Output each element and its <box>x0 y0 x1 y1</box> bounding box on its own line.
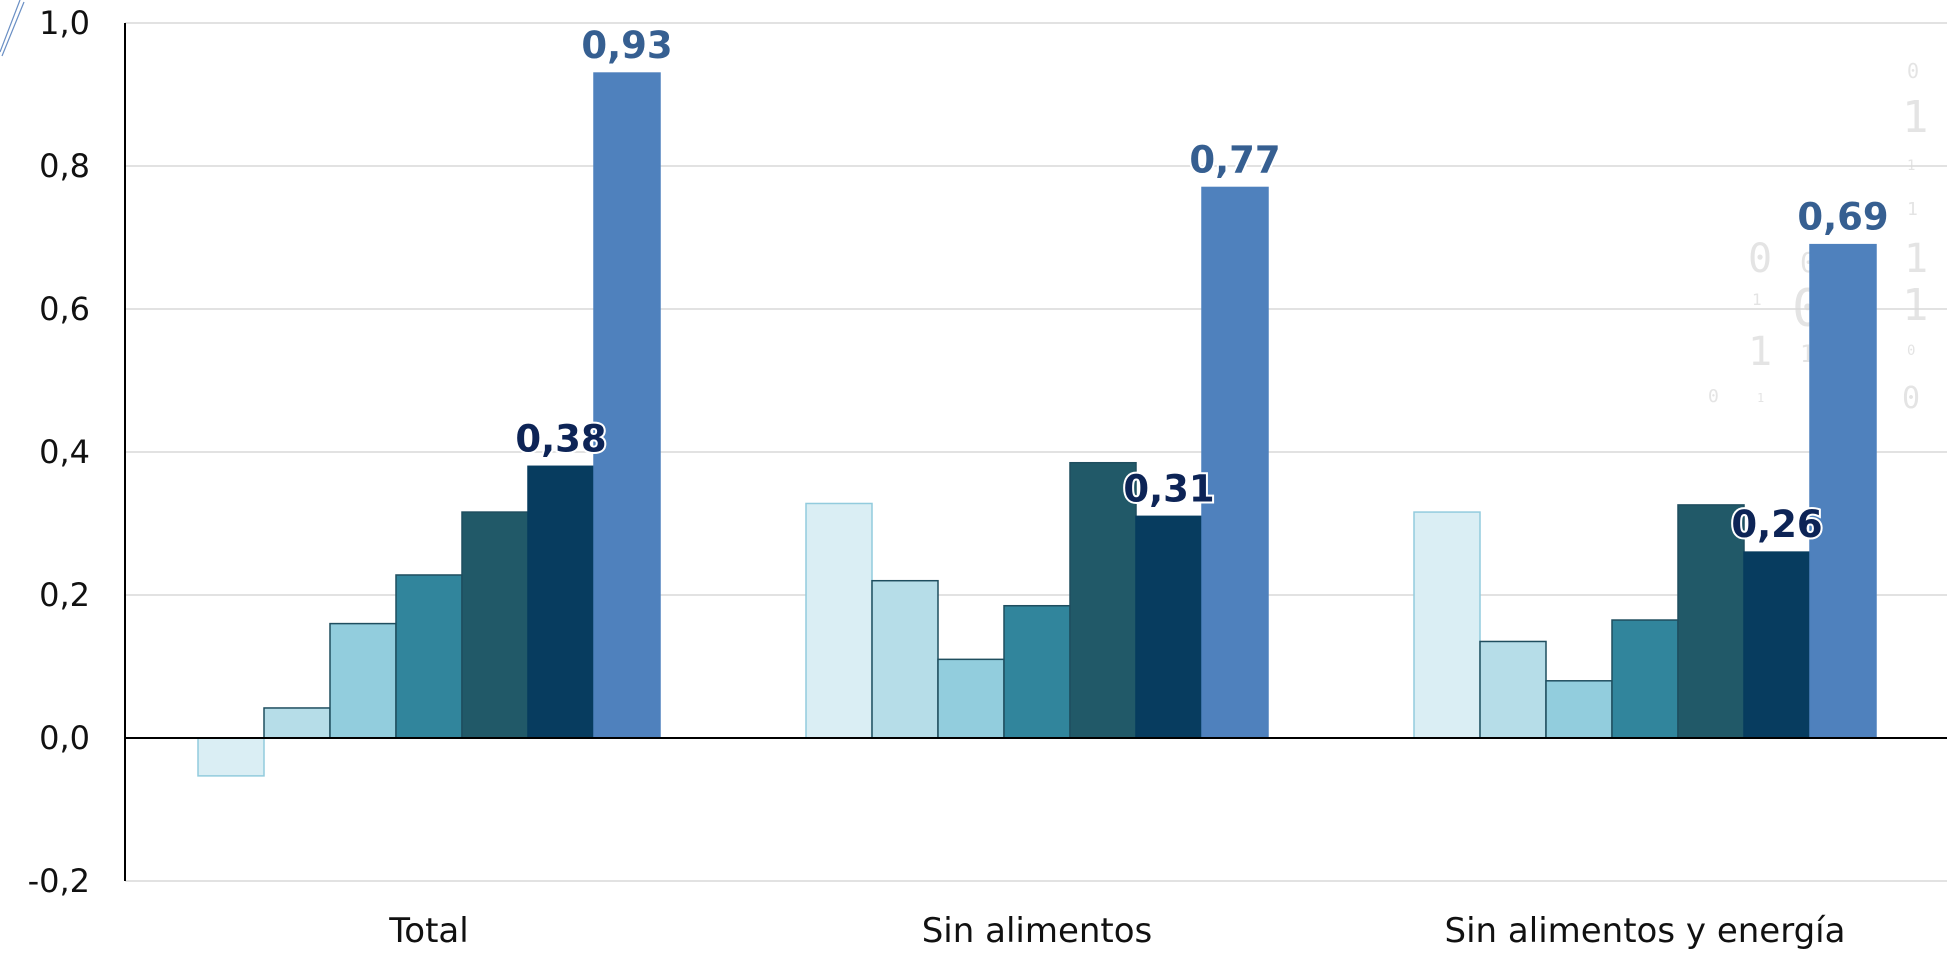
corner-decoration <box>0 0 25 57</box>
y-tick-label: 0,8 <box>39 147 90 185</box>
bar <box>1479 640 1547 739</box>
bars <box>197 72 1877 777</box>
bar <box>1677 504 1745 739</box>
svg-text:0: 0 <box>1902 381 1920 416</box>
data-label: 0,38 <box>515 417 606 460</box>
svg-text:0: 0 <box>1907 343 1915 359</box>
bar <box>1135 515 1203 739</box>
bar <box>329 622 397 739</box>
y-tick-label: 0,4 <box>39 433 90 471</box>
gridlines <box>125 22 1947 882</box>
svg-text:0: 0 <box>1708 386 1719 407</box>
data-label: 0,77 <box>1189 138 1280 181</box>
bar <box>1611 619 1679 739</box>
y-tick-label: 1,0 <box>39 4 90 42</box>
bar <box>1201 186 1269 739</box>
svg-text:1: 1 <box>1907 199 1918 220</box>
bar <box>1413 511 1481 739</box>
y-tick-label: 0,2 <box>39 576 90 614</box>
bar <box>1809 243 1877 739</box>
data-label: 0,69 <box>1797 196 1888 239</box>
bar <box>461 511 529 739</box>
bar <box>1069 461 1137 739</box>
svg-text:1: 1 <box>1904 236 1928 282</box>
svg-text:1: 1 <box>1902 280 1929 331</box>
x-category-label: Total <box>388 911 468 951</box>
svg-text:1: 1 <box>1752 290 1762 309</box>
bar <box>937 658 1005 739</box>
y-tick-label: 0,0 <box>39 719 90 757</box>
svg-text:0: 0 <box>1748 236 1772 282</box>
bar <box>593 72 661 739</box>
data-label: 0,26 <box>1731 503 1822 546</box>
bar <box>1743 551 1811 739</box>
bar <box>395 574 463 739</box>
axes <box>124 23 1947 881</box>
bar <box>1003 604 1071 739</box>
data-labels: 0,38 0,31 0,26 0,93 0,77 0,69 <box>513 22 1890 548</box>
x-category-label: Sin alimentos y energía <box>1445 911 1846 951</box>
y-axis-ticks: 1,0 0,8 0,6 0,4 0,2 0,0 -0,2 <box>28 4 90 900</box>
bar <box>871 579 939 739</box>
y-tick-label: 0,6 <box>39 290 90 328</box>
x-axis-categories: Total Sin alimentos Sin alimentos y energí… <box>388 911 1845 951</box>
y-tick-label: -0,2 <box>28 862 90 900</box>
bar <box>1545 680 1613 739</box>
bar <box>197 737 265 777</box>
svg-text:1: 1 <box>1902 92 1929 143</box>
svg-text:1: 1 <box>1748 329 1772 375</box>
bar <box>263 707 331 739</box>
svg-text:1: 1 <box>1757 391 1764 405</box>
data-label: 0,93 <box>581 24 672 67</box>
bar <box>805 502 873 739</box>
svg-text:0: 0 <box>1907 59 1919 83</box>
data-label: 0,31 <box>1123 467 1214 510</box>
x-category-label: Sin alimentos <box>922 911 1153 951</box>
bar <box>527 465 595 739</box>
